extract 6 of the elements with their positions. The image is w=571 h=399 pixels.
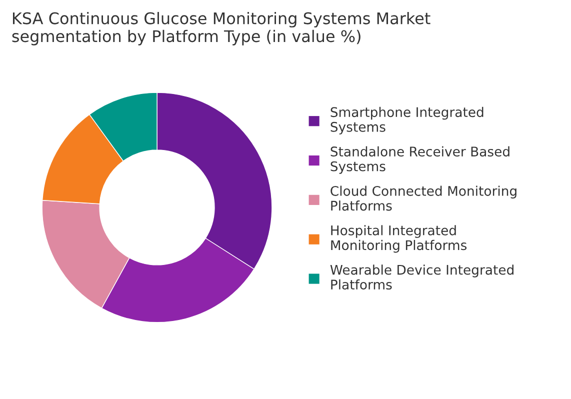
legend-label: Smartphone Integrated Systems — [330, 106, 484, 134]
legend-label: Hospital Integrated Monitoring Platforms — [331, 225, 467, 253]
legend-label: Cloud Connected Monitoring Platforms — [330, 186, 516, 211]
legend-label: Standalone Receiver Based Systems — [330, 146, 510, 174]
legend-label: Wearable Device Integrated Platforms — [330, 264, 514, 290]
chart-title: KSA Continuous Glucose Monitoring Systems Market segmentation by Platform Type (in value %) — [12, 12, 430, 46]
